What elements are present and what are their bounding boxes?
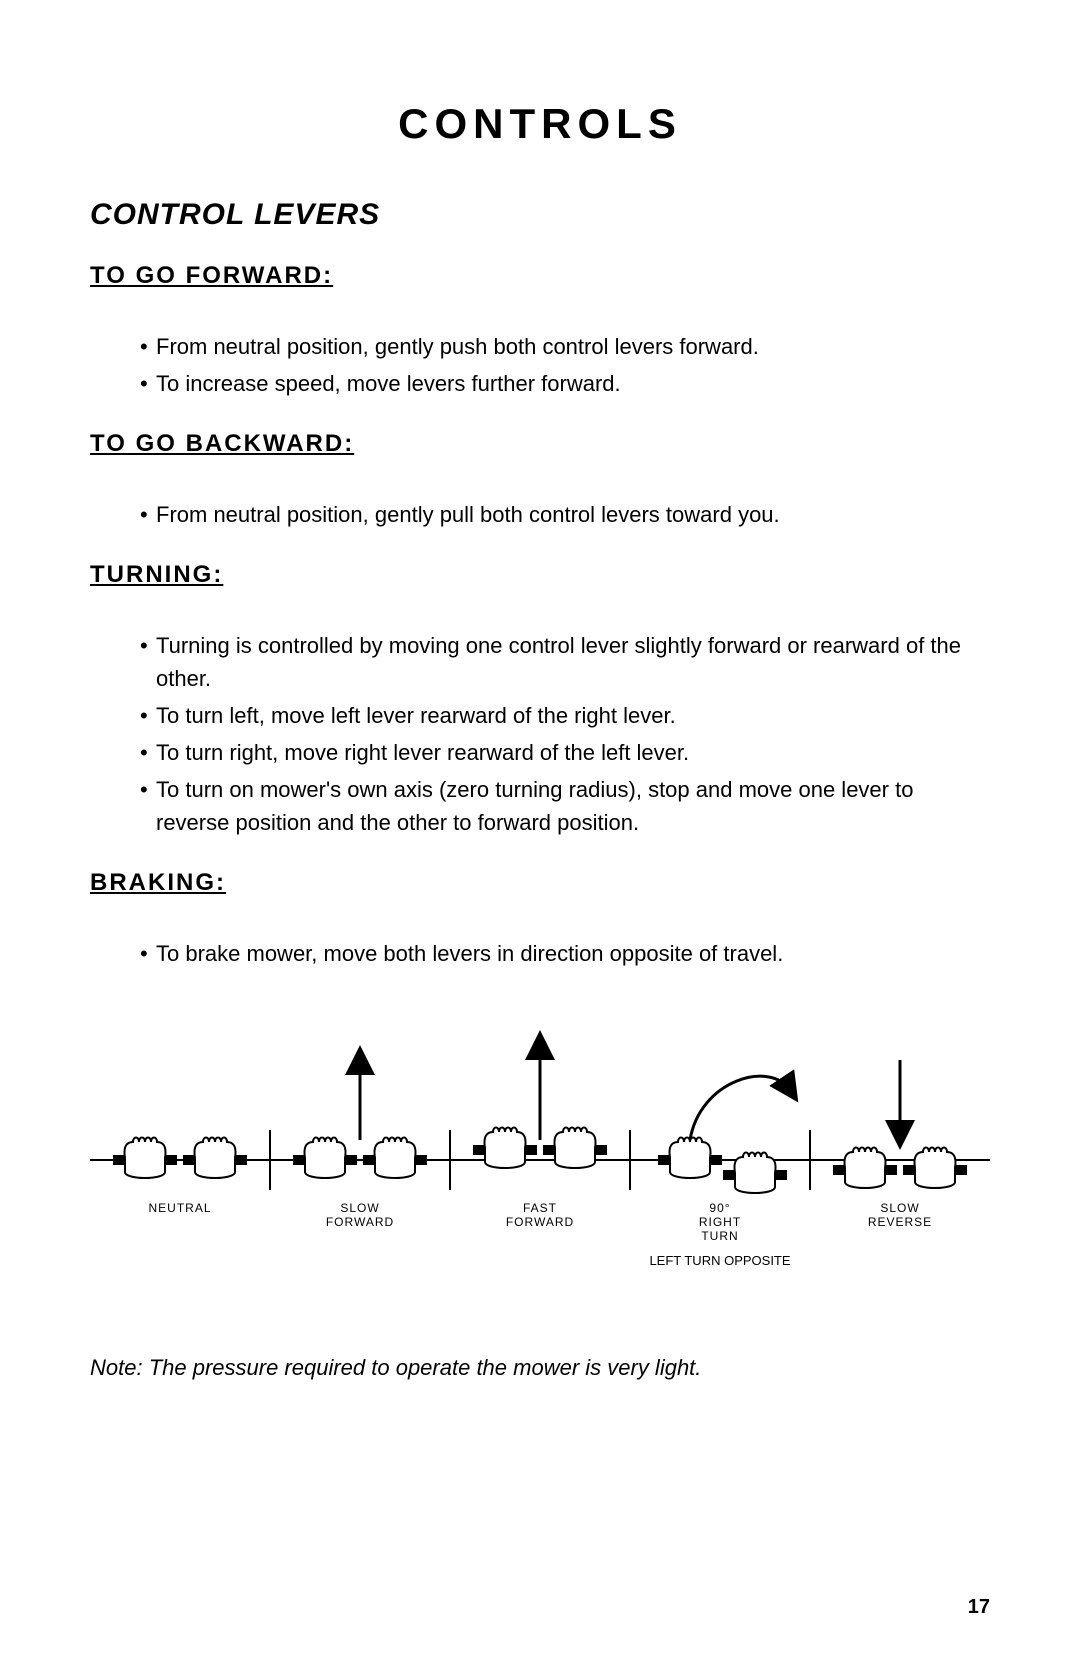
braking-bullet: To brake mower, move both levers in dire… bbox=[140, 937, 990, 970]
forward-bullets: From neutral position, gently push both … bbox=[90, 330, 990, 400]
turning-bullet: Turning is controlled by moving one cont… bbox=[140, 629, 990, 695]
note-text: Note: The pressure required to operate t… bbox=[90, 1355, 990, 1381]
diagram-neutral: NEUTRAL bbox=[113, 1138, 247, 1216]
turning-bullet: To turn left, move left lever rearward o… bbox=[140, 699, 990, 732]
braking-title: BRAKING: bbox=[90, 869, 990, 897]
forward-bullet: To increase speed, move levers further f… bbox=[140, 367, 990, 400]
svg-text:FORWARD: FORWARD bbox=[506, 1215, 574, 1229]
forward-bullet: From neutral position, gently push both … bbox=[140, 330, 990, 363]
page-number: 17 bbox=[968, 1596, 990, 1619]
svg-text:SLOW: SLOW bbox=[340, 1201, 379, 1215]
svg-text:90°: 90° bbox=[709, 1201, 730, 1215]
turning-bullet: To turn right, move right lever rearward… bbox=[140, 736, 990, 769]
diagram-right-turn: 90° RIGHT TURN LEFT TURN OPPOSITE bbox=[649, 1076, 790, 1268]
svg-text:TURN: TURN bbox=[701, 1229, 738, 1243]
section-title: CONTROL LEVERS bbox=[90, 198, 990, 232]
forward-title: TO GO FORWARD: bbox=[90, 262, 990, 290]
turning-bullet: To turn on mower's own axis (zero turnin… bbox=[140, 773, 990, 839]
diagram-slow-forward: SLOW FORWARD bbox=[293, 1060, 427, 1229]
svg-text:FAST: FAST bbox=[523, 1201, 557, 1215]
turning-title: TURNING: bbox=[90, 561, 990, 589]
backward-bullet: From neutral position, gently pull both … bbox=[140, 498, 990, 531]
svg-text:RIGHT: RIGHT bbox=[699, 1215, 741, 1229]
svg-text:FORWARD: FORWARD bbox=[326, 1215, 394, 1229]
svg-text:NEUTRAL: NEUTRAL bbox=[148, 1201, 211, 1215]
page-title: CONTROLS bbox=[90, 100, 990, 148]
lever-diagram: NEUTRAL SLOW FORWARD FAST FORWARD 90° RI… bbox=[90, 1030, 990, 1290]
diagram-fast-forward: FAST FORWARD bbox=[473, 1045, 607, 1229]
backward-title: TO GO BACKWARD: bbox=[90, 430, 990, 458]
turning-bullets: Turning is controlled by moving one cont… bbox=[90, 629, 990, 839]
svg-text:LEFT TURN OPPOSITE: LEFT TURN OPPOSITE bbox=[649, 1253, 790, 1268]
braking-bullets: To brake mower, move both levers in dire… bbox=[90, 937, 990, 970]
backward-bullets: From neutral position, gently pull both … bbox=[90, 498, 990, 531]
svg-text:SLOW: SLOW bbox=[880, 1201, 919, 1215]
diagram-slow-reverse: SLOW REVERSE bbox=[833, 1060, 967, 1229]
svg-text:REVERSE: REVERSE bbox=[868, 1215, 932, 1229]
